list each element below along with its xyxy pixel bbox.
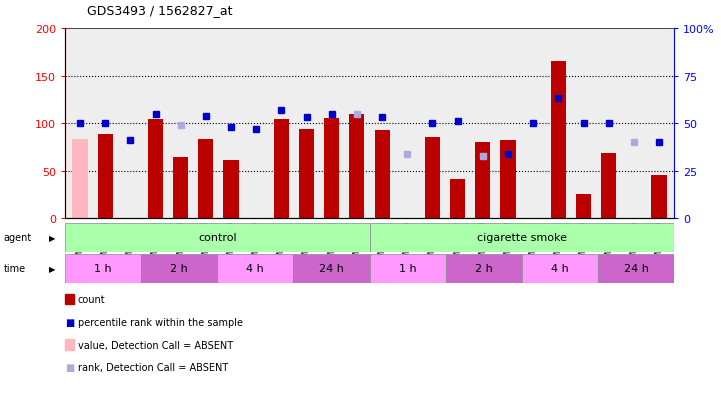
Bar [350, 114, 365, 219]
Bar [522, 254, 598, 283]
Text: 24 h: 24 h [319, 263, 344, 273]
Bar [601, 153, 616, 219]
Bar [148, 120, 163, 219]
Bar [425, 137, 440, 219]
Bar [369, 223, 674, 252]
Bar [224, 161, 239, 219]
Bar [475, 143, 490, 219]
Text: ■: ■ [65, 317, 74, 327]
Text: 2 h: 2 h [475, 263, 492, 273]
Bar [274, 120, 289, 219]
Text: rank, Detection Call = ABSENT: rank, Detection Call = ABSENT [78, 363, 228, 373]
Text: 4 h: 4 h [247, 263, 264, 273]
Bar [324, 119, 340, 219]
Bar [576, 194, 591, 219]
Text: agent: agent [4, 233, 32, 242]
Bar [198, 140, 213, 219]
Bar [217, 254, 293, 283]
Bar [369, 254, 446, 283]
Bar [446, 254, 522, 283]
Bar [299, 130, 314, 219]
Bar [652, 175, 667, 219]
Bar [72, 140, 87, 219]
Text: cigarette smoke: cigarette smoke [477, 233, 567, 242]
Text: ▶: ▶ [49, 233, 56, 242]
Text: 1 h: 1 h [399, 263, 417, 273]
Bar [65, 254, 141, 283]
Bar [500, 141, 516, 219]
Text: time: time [4, 263, 26, 273]
Bar [374, 131, 389, 219]
Text: 2 h: 2 h [170, 263, 188, 273]
Text: ■: ■ [65, 363, 74, 373]
Text: 24 h: 24 h [624, 263, 648, 273]
Bar [598, 254, 674, 283]
Text: value, Detection Call = ABSENT: value, Detection Call = ABSENT [78, 340, 233, 350]
Bar [293, 254, 369, 283]
Text: 1 h: 1 h [94, 263, 112, 273]
Text: control: control [198, 233, 236, 242]
Bar [65, 223, 369, 252]
Text: percentile rank within the sample: percentile rank within the sample [78, 317, 243, 327]
Text: GDS3493 / 1562827_at: GDS3493 / 1562827_at [87, 4, 232, 17]
Text: 4 h: 4 h [551, 263, 569, 273]
Bar [173, 157, 188, 219]
Bar [97, 134, 112, 219]
Bar [551, 62, 566, 219]
Text: ▶: ▶ [49, 264, 56, 273]
Bar [450, 180, 465, 219]
Text: count: count [78, 294, 105, 304]
Bar [141, 254, 217, 283]
